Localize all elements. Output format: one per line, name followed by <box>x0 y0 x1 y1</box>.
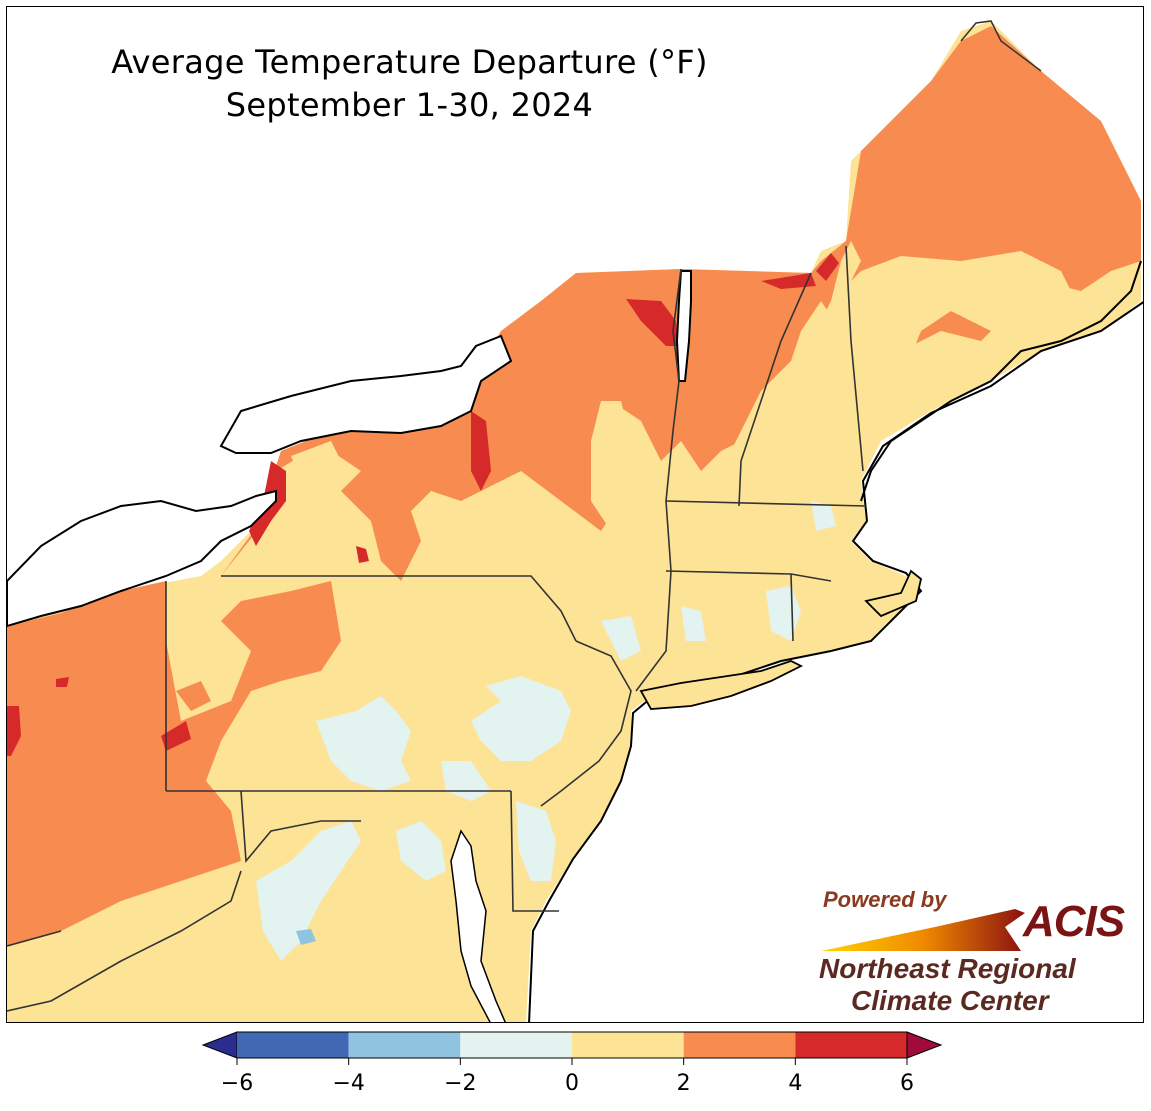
hot-patch-maine-border <box>816 253 839 281</box>
ct-ri-border <box>790 573 794 642</box>
hot-patch-ny-finger <box>471 411 491 491</box>
warm-patch-wv <box>161 801 181 841</box>
acis-wordmark: ACIS <box>1023 897 1125 946</box>
lake-champlain <box>675 270 692 382</box>
ny-pa-border <box>221 575 577 642</box>
neutral-patch-ny-central <box>591 401 661 541</box>
colorbar-bin <box>572 1032 684 1058</box>
nh-me-border <box>845 245 864 472</box>
acis-nrcc-logo: Powered by ACIS Northeast Regional Clima… <box>815 887 1135 1022</box>
neutral-patch-vt-nh <box>721 301 851 501</box>
hot-patch-ny-north <box>761 273 816 289</box>
map-subtitle-date: September 1-30, 2024 <box>225 86 594 124</box>
long-island <box>639 660 804 710</box>
org-name-line2: Climate Center <box>851 985 1049 1016</box>
neutral-patch-ny-west <box>291 441 346 491</box>
maine-coast <box>860 260 1142 502</box>
colorbar-tick-label: 6 <box>900 1071 914 1096</box>
cool-patch-pa-east <box>471 676 571 761</box>
colorbar-tick-label: −2 <box>444 1071 476 1096</box>
colorbar-tick-label: −4 <box>332 1071 364 1096</box>
cool-patch-ma <box>811 501 836 531</box>
ny-vt-border <box>665 268 682 502</box>
chesapeake-bay <box>450 829 506 1022</box>
warm-patch-pa-2 <box>176 681 211 711</box>
neutral-patch-maine <box>831 251 1076 441</box>
pa-ohio-west <box>7 930 62 947</box>
state-borders <box>7 245 867 1012</box>
wv-va-border <box>7 870 242 1012</box>
colorbar-bin <box>237 1032 349 1058</box>
temperature-departure-map <box>7 20 1143 1022</box>
colorbar-bin <box>348 1032 461 1058</box>
map-frame: Average Temperature Departure (°F) Septe… <box>6 6 1144 1023</box>
cool-patch-md <box>396 821 446 881</box>
md-va-border <box>240 790 361 864</box>
org-name-line1: Northeast Regional <box>819 953 1076 984</box>
ny-east-border <box>635 500 672 692</box>
colorbar-over-arrow <box>906 1031 943 1059</box>
cool-patch-ct <box>681 606 706 641</box>
colorbar-body <box>201 1031 943 1059</box>
powered-by-label: Powered by <box>823 887 947 912</box>
colorbar-bin <box>683 1032 796 1058</box>
colorbar-under-arrow <box>201 1031 238 1059</box>
nj-border <box>540 640 632 807</box>
cold-patch-virginia <box>296 929 316 945</box>
cape-cod <box>864 569 923 618</box>
colorbar-tick-label: −6 <box>221 1071 253 1096</box>
map-title: Average Temperature Departure (°F) <box>111 43 708 81</box>
colorbar-tick-label: 2 <box>677 1071 691 1096</box>
hot-patch-lake-champlain <box>626 299 679 346</box>
colorbar-bin <box>460 1032 572 1058</box>
acis-swoosh-graphic <box>821 909 1025 951</box>
colorbar-legend: −6 −4 −2 0 2 4 6 <box>201 1031 943 1096</box>
maine-north-border <box>960 20 1042 72</box>
hot-patch-ohio-1 <box>7 706 21 756</box>
cool-patch-pa-central <box>316 696 411 791</box>
colorbar-ticks: −6 −4 −2 0 2 4 6 <box>221 1058 914 1096</box>
warm-region-west <box>7 581 341 946</box>
hot-patch-ohio-2 <box>56 677 69 687</box>
cool-patch-ny-se <box>601 616 641 661</box>
hot-patch-ny-spot <box>356 546 369 563</box>
colorbar-tick-label: 0 <box>565 1071 579 1096</box>
colorbar-tick-label: 4 <box>788 1071 802 1096</box>
ma-north-border <box>665 500 867 507</box>
hot-patch-pa-west <box>161 721 191 751</box>
cool-patch-delmarva <box>516 801 556 881</box>
vt-nh-border <box>738 272 812 507</box>
warm-patch-pa-1 <box>256 631 301 681</box>
lake-ontario <box>219 334 513 454</box>
colorbar-bin <box>795 1032 907 1058</box>
cool-patch-virginia <box>256 821 361 961</box>
lake-erie <box>7 489 277 628</box>
de-md-border <box>510 790 559 912</box>
